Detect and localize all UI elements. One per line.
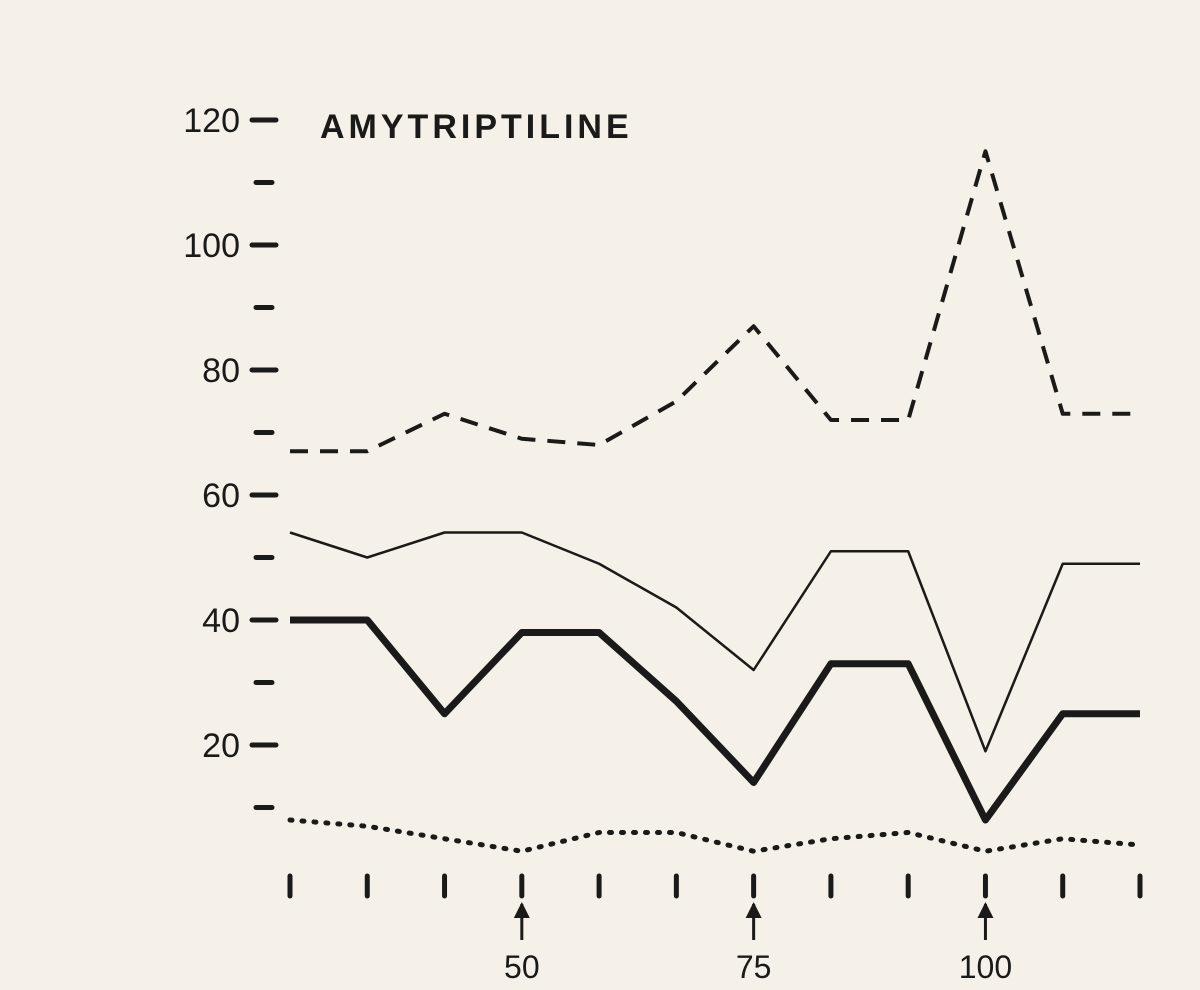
y-tick-label: 60 xyxy=(202,477,240,515)
y-tick-label: 20 xyxy=(202,727,240,765)
y-tick-label: 80 xyxy=(202,352,240,390)
chart-title: AMYTRIPTILINE xyxy=(320,108,633,146)
x-arrow-label: 75 xyxy=(736,949,772,985)
y-tick-label: 40 xyxy=(202,602,240,640)
chart-container: 20 40 60 80 100 120 50 75 100 AMYTRIPTILINE xyxy=(0,0,1200,990)
y-tick-label: 120 xyxy=(183,102,240,140)
x-arrow-label: 100 xyxy=(959,949,1012,985)
y-tick-label: 100 xyxy=(183,227,240,265)
line-chart: 20 40 60 80 100 120 50 75 100 AMYTRIPTILINE xyxy=(0,0,1200,990)
x-arrow-label: 50 xyxy=(504,949,540,985)
